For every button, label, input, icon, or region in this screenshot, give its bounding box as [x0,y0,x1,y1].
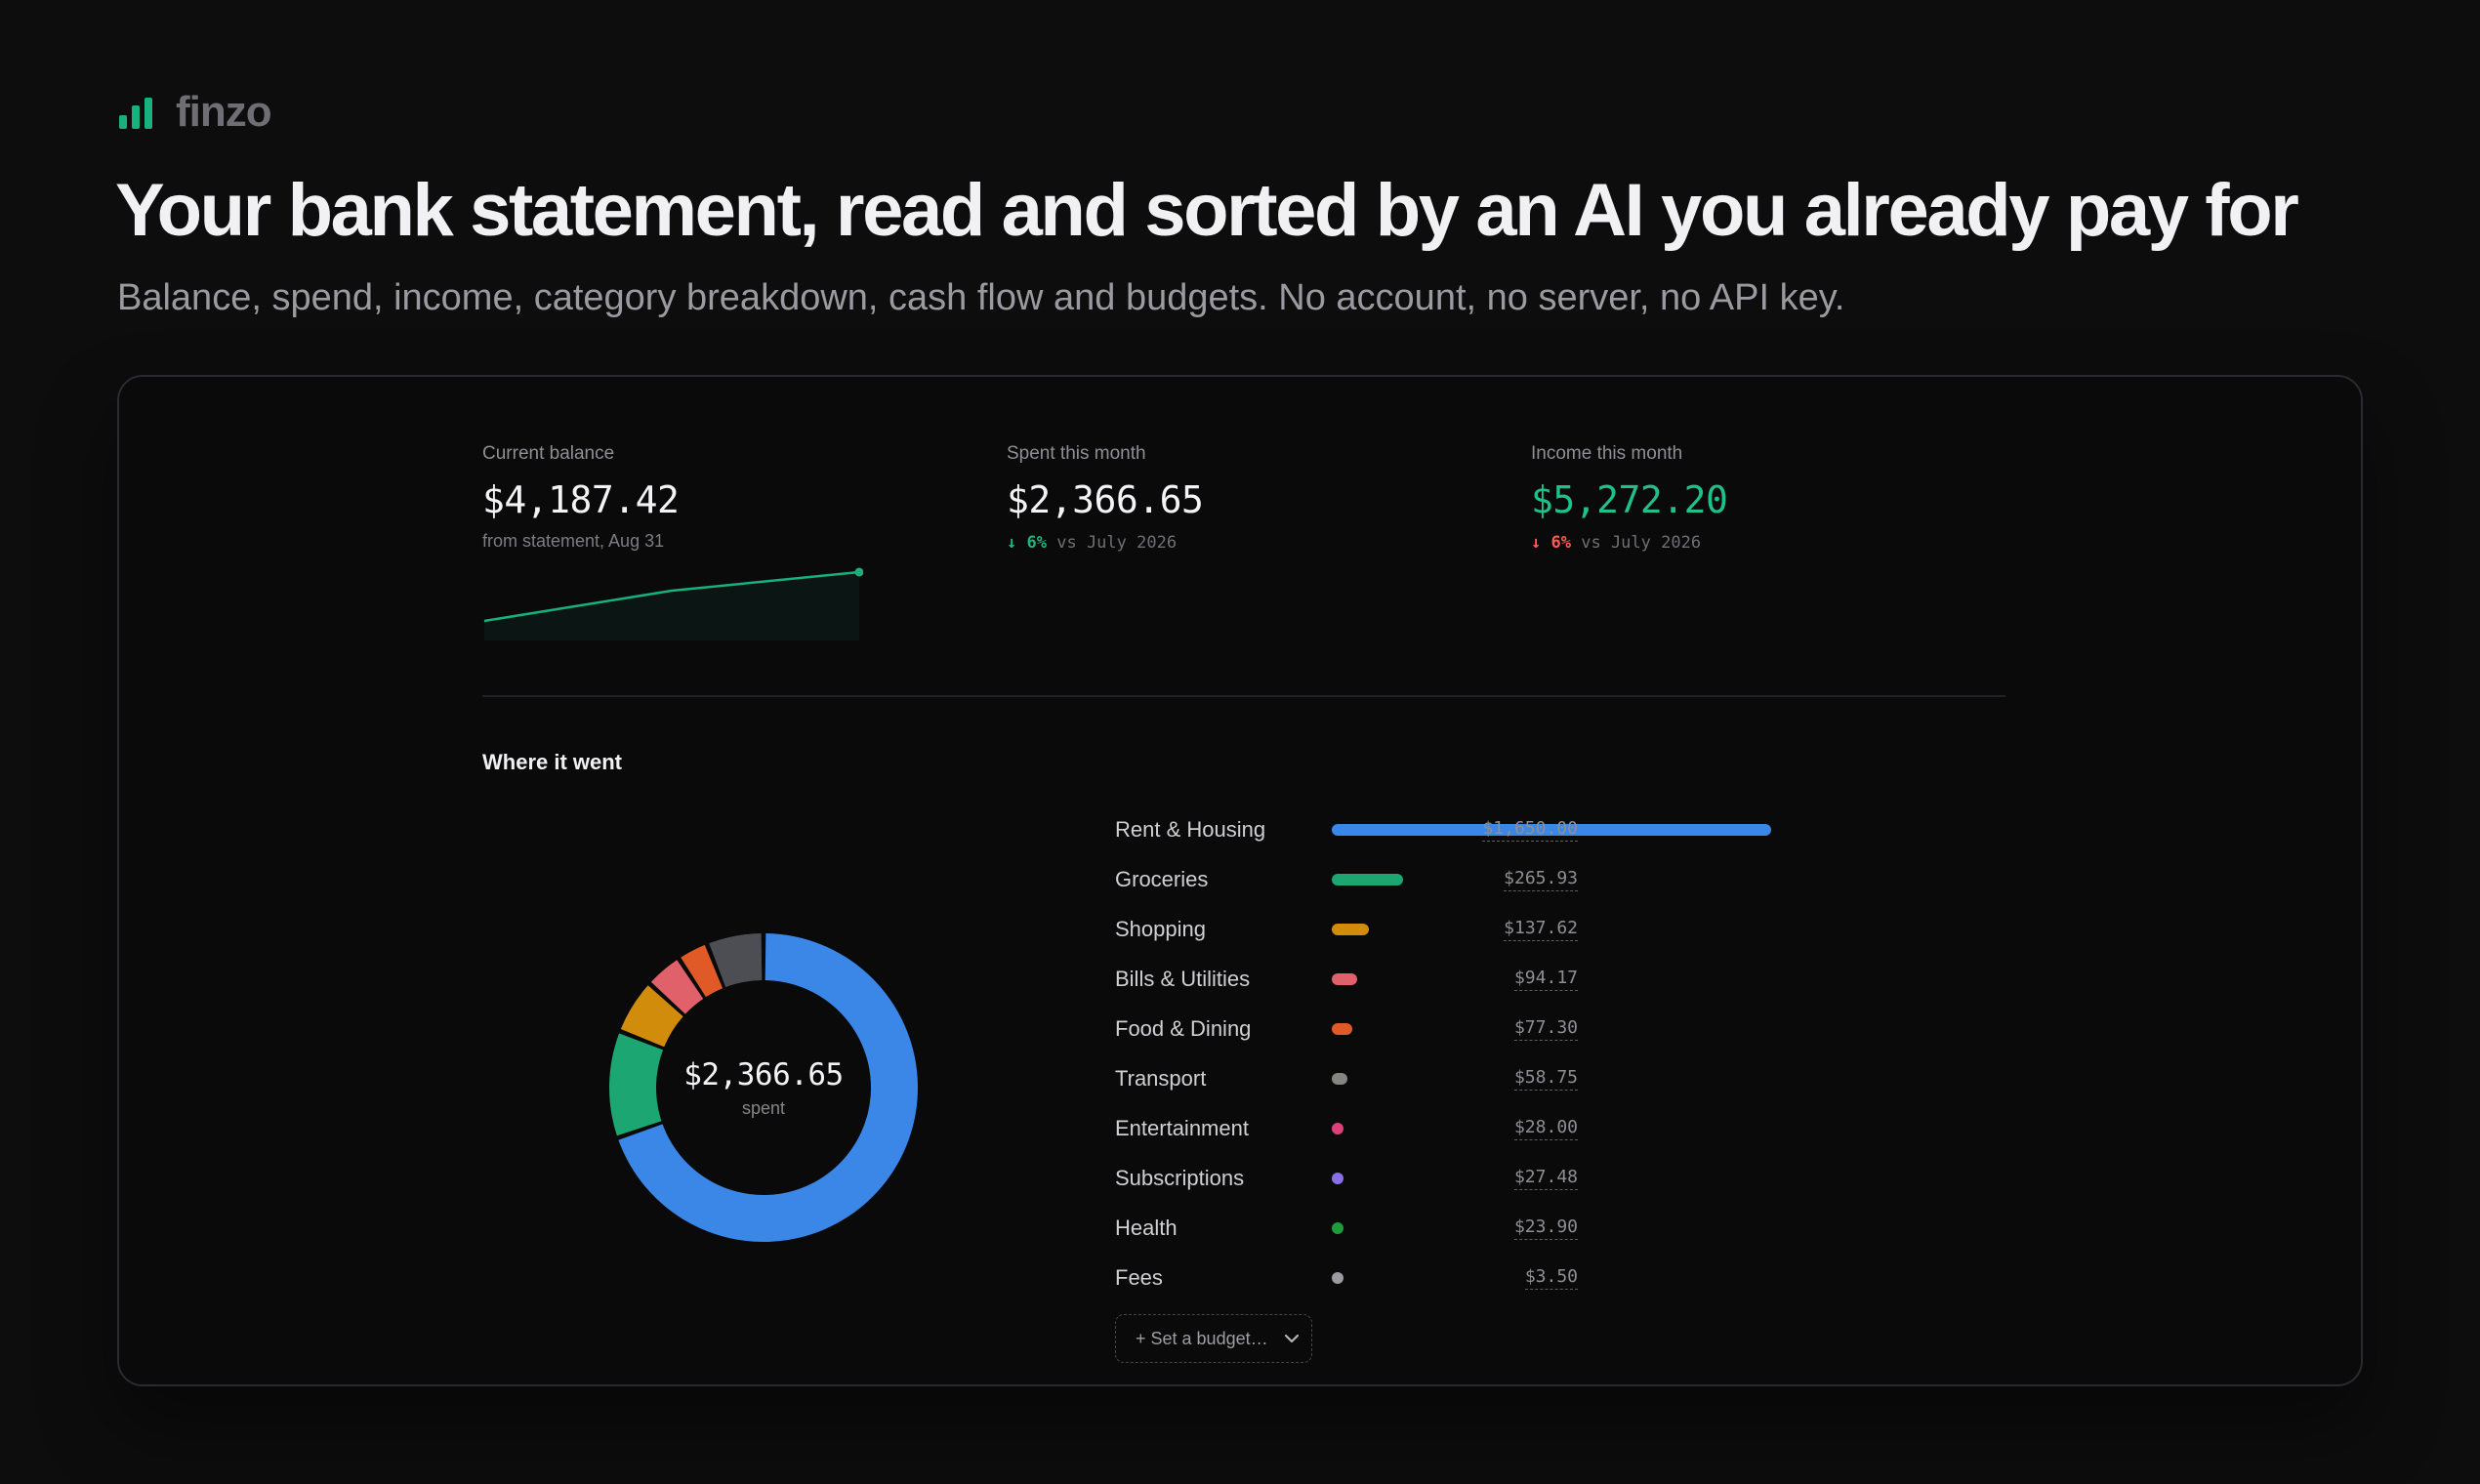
category-amount[interactable]: $94.17 [1513,968,1578,991]
category-amount[interactable]: $28.00 [1513,1117,1578,1140]
category-amount[interactable]: $27.48 [1513,1167,1578,1190]
page-headline: Your bank statement, read and sorted by … [115,169,2299,252]
income-delta-text: vs July 2026 [1581,533,1702,553]
category-bar-track [1332,924,1771,935]
arrow-down-icon: ↓ [1531,533,1542,553]
sparkline-area [484,572,859,640]
category-amount[interactable]: $58.75 [1513,1067,1578,1091]
category-bar-track [1332,1023,1771,1035]
spent-stat: Spent this month $2,366.65 ↓ 6% vs July … [1007,443,1204,553]
spent-delta-pct: 6% [1026,533,1047,553]
donut-total: $2,366.65 [683,1056,844,1092]
category-name: Entertainment [1115,1116,1249,1140]
category-bar-track [1332,824,1771,836]
category-row[interactable]: Bills & Utilities $94.17 [1115,962,1916,1011]
dashboard-panel: Current balance $4,187.42 from statement… [117,375,2363,1386]
category-bar-track [1332,973,1771,985]
category-amount[interactable]: $3.50 [1524,1266,1578,1290]
category-bar-track [1332,1073,1771,1085]
category-name: Food & Dining [1115,1016,1252,1041]
section-divider [482,695,2005,697]
income-value: $5,272.20 [1531,478,1728,521]
category-bar [1332,1073,1347,1085]
category-bar [1332,1272,1343,1284]
category-bar-track [1332,1173,1771,1184]
category-name: Subscriptions [1115,1166,1245,1190]
donut-slice-bills-utilities[interactable] [650,960,704,1014]
category-bar [1332,1173,1343,1184]
category-name: Groceries [1115,867,1209,891]
sparkline-endpoint [854,567,863,577]
chevron-down-icon [1284,1334,1300,1343]
category-bar-track [1332,1272,1771,1284]
category-bar [1332,924,1369,935]
income-delta: ↓ 6% vs July 2026 [1531,533,1727,553]
set-budget-select[interactable]: + Set a budget… [1115,1314,1312,1363]
sparkline-line [483,570,860,623]
donut-center: $2,366.65 spent [607,931,920,1244]
category-name: Bills & Utilities [1115,967,1251,991]
category-amount[interactable]: $23.90 [1513,1216,1578,1240]
category-row[interactable]: Health $23.90 [1115,1211,1916,1260]
donut-slice-groceries[interactable] [609,1033,664,1136]
income-delta-pct: 6% [1550,533,1571,553]
donut-svg [609,933,918,1242]
category-list: Rent & Housing $1,650.00 Groceries $265.… [1115,812,1916,1310]
category-row[interactable]: Entertainment $28.00 [1115,1111,1916,1161]
category-amount[interactable]: $265.93 [1504,868,1578,891]
category-name: Rent & Housing [1115,817,1266,842]
category-amount[interactable]: $137.62 [1504,918,1578,941]
category-amount[interactable]: $77.30 [1513,1017,1578,1041]
page-subline: Balance, spend, income, category breakdo… [117,277,1845,318]
spent-label: Spent this month [1007,443,1146,464]
category-row[interactable]: Groceries $265.93 [1115,862,1916,912]
bar-chart-icon [119,98,152,129]
category-row[interactable]: Transport $58.75 [1115,1061,1916,1111]
category-name: Shopping [1115,917,1206,941]
finzo-logo[interactable]: finzo [117,88,272,137]
category-row[interactable]: Fees $3.50 [1115,1260,1916,1310]
category-bar-track [1332,874,1771,886]
income-stat: Income this month $5,272.20 ↓ 6% vs July… [1531,443,1728,553]
category-row[interactable]: Shopping $137.62 [1115,912,1916,962]
balance-value: $4,187.42 [482,478,680,521]
category-bar [1332,874,1403,886]
category-name: Transport [1115,1066,1207,1091]
income-label: Income this month [1531,443,1683,464]
category-bar [1332,1023,1352,1035]
category-name: Health [1115,1216,1178,1240]
spent-delta-text: vs July 2026 [1056,533,1178,553]
donut-total-label: spent [741,1097,786,1118]
balance-stat: Current balance $4,187.42 from statement… [482,443,680,552]
donut-slice-other[interactable] [709,933,763,988]
spend-donut-chart: $2,366.65 spent [607,931,920,1244]
category-bar [1332,1222,1343,1234]
logo-wordmark: finzo [176,88,272,136]
donut-slice-shopping[interactable] [620,985,683,1048]
balance-source: from statement, Aug 31 [482,531,665,551]
category-bar-track [1332,1222,1771,1234]
category-amount[interactable]: $1,650.00 [1482,818,1578,842]
arrow-down-icon: ↓ [1007,533,1017,553]
category-bar [1332,1123,1343,1134]
spent-delta: ↓ 6% vs July 2026 [1007,533,1203,553]
breakdown-title: Where it went [482,750,623,774]
balance-sparkline [483,567,863,640]
category-bar [1332,973,1357,985]
category-row[interactable]: Food & Dining $77.30 [1115,1011,1916,1061]
category-row[interactable]: Rent & Housing $1,650.00 [1115,812,1916,862]
category-bar-track [1332,1123,1771,1134]
set-budget-label: + Set a budget… [1136,1328,1268,1348]
balance-label: Current balance [482,443,615,464]
category-row[interactable]: Subscriptions $27.48 [1115,1161,1916,1211]
spent-value: $2,366.65 [1007,478,1204,521]
category-name: Fees [1115,1265,1163,1290]
donut-slice-food-dining[interactable] [681,944,723,998]
category-bar [1332,824,1771,836]
donut-slice-rent-housing[interactable] [618,933,918,1242]
